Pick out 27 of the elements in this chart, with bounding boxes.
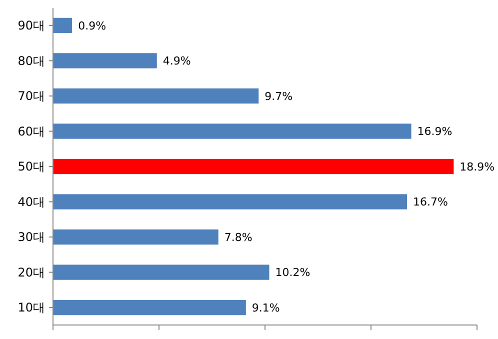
y-tick-label: 60대 — [18, 124, 45, 138]
data-label: 16.9% — [417, 125, 452, 138]
data-label: 7.8% — [224, 230, 252, 244]
y-tick-label: 50대 — [18, 160, 45, 174]
bar — [53, 158, 454, 174]
y-tick-label: 40대 — [18, 194, 45, 209]
y-tick-label: 20대 — [18, 265, 45, 280]
bar — [53, 264, 270, 280]
bar — [53, 124, 412, 139]
bar — [53, 53, 157, 68]
y-tick-label: 80대 — [18, 54, 45, 68]
data-label: 4.9% — [162, 54, 191, 68]
data-label: 9.1% — [252, 301, 280, 314]
data-label: 9.7% — [264, 90, 293, 103]
data-label: 16.7% — [413, 196, 448, 209]
bar — [53, 300, 246, 316]
y-tick-label: 70대 — [18, 89, 45, 104]
data-label: 10.2% — [275, 266, 310, 280]
y-tick-label: 10대 — [18, 300, 45, 315]
bar — [53, 18, 72, 34]
y-tick-label: 90대 — [18, 18, 45, 33]
y-tick-label: 30대 — [18, 230, 45, 244]
data-label: 0.9% — [78, 19, 106, 32]
bar — [53, 194, 408, 210]
data-label: 18.9% — [460, 160, 495, 174]
bar — [53, 88, 259, 104]
bar — [53, 229, 218, 245]
